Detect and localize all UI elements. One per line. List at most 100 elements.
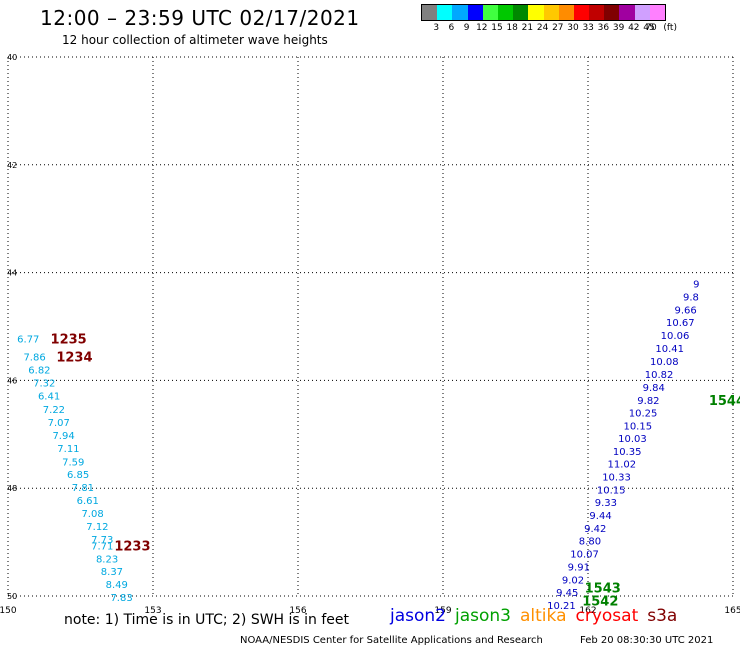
mission-name: jason3: [455, 606, 511, 626]
pass-time-label: 1542: [582, 594, 618, 609]
legend-label: 36: [597, 23, 610, 33]
legend-label: 6: [448, 23, 455, 33]
color-scale-legend: 3 6 9 12 15 18 21 24 27 30 33 36 39 42 45 70 (ft): [421, 4, 677, 35]
wave-height-value: 9.91: [568, 562, 590, 573]
wave-height-value: 10.21: [547, 601, 576, 612]
wave-height-value: 6.41: [38, 391, 60, 402]
legend-swatch: [467, 5, 483, 20]
wave-height-value: 6.61: [77, 496, 99, 507]
legend-swatch: [604, 5, 620, 20]
legend-label: 42: [628, 23, 640, 33]
wave-height-value: 11.02: [608, 459, 637, 470]
wave-height-value: 8.23: [96, 554, 118, 565]
pass-time-label: 1543: [585, 581, 621, 596]
wave-height-value: 9.33: [595, 498, 617, 509]
wave-height-value: 7.86: [23, 353, 45, 364]
wave-height-value: 8.80: [579, 536, 601, 547]
legend-swatch-row: [421, 4, 666, 21]
wave-height-value: 7.81: [72, 483, 94, 494]
wave-height-value: 10.82: [645, 370, 674, 381]
wave-height-value: 7.32: [33, 379, 55, 390]
legend-label: 3: [433, 23, 440, 33]
legend-label: 24: [536, 23, 549, 33]
wave-height-value: 10.07: [570, 549, 599, 560]
longitude-tick-label: 165: [724, 606, 740, 616]
wave-height-value: 7.07: [48, 418, 70, 429]
longitude-tick-label: 159: [434, 606, 451, 616]
pass-time-label: 1234: [56, 351, 92, 366]
wave-height-value: 10.25: [629, 409, 658, 420]
wave-height-value: 9.82: [637, 396, 659, 407]
mission-legend: jason2 jason3 altika cryosat s3a: [390, 606, 686, 626]
latitude-tick-label: 44: [7, 269, 17, 278]
latitude-tick-label: 40: [7, 53, 17, 62]
wave-height-value: 9.45: [556, 588, 578, 599]
wave-height-value: 7.83: [110, 593, 132, 604]
latitude-tick-label: 50: [7, 592, 17, 601]
legend-label: 27: [552, 23, 564, 33]
longitude-tick-label: 153: [144, 606, 161, 616]
legend-swatch: [422, 5, 438, 20]
wave-height-value: 9.02: [562, 575, 584, 586]
wave-height-value: 10.06: [661, 331, 690, 342]
legend-swatch: [589, 5, 605, 20]
longitude-tick-label: 150: [0, 606, 17, 616]
footer-note: note: 1) Time is in UTC; 2) SWH is in fe…: [64, 612, 350, 628]
wave-height-value: 10.41: [655, 344, 684, 355]
wave-height-value: 9.8: [683, 292, 699, 303]
mission-name: s3a: [647, 606, 678, 626]
wave-height-value: 10.03: [618, 434, 647, 445]
legend-label: 12: [476, 23, 488, 33]
wave-height-value: 9.42: [584, 524, 606, 535]
wave-height-value: 8.37: [101, 567, 123, 578]
legend-label: 9: [463, 23, 470, 33]
legend-swatch: [649, 5, 665, 20]
legend-label-row: 3 6 9 12 15 18 21 24 27 30 33 36 39 42 45 70 (ft): [421, 21, 677, 35]
legend-swatch: [437, 5, 453, 20]
wave-height-value: 10.33: [602, 472, 631, 483]
chart-subtitle: 12 hour collection of altimeter wave hei…: [62, 33, 328, 47]
wave-height-value: 6.82: [28, 366, 50, 377]
wave-height-value: 7.94: [52, 431, 74, 442]
pass-time-label: 1235: [51, 332, 87, 347]
pass-time-label: 1233: [114, 539, 150, 554]
latitude-tick-label: 42: [7, 161, 17, 170]
chart-title: 12:00 – 23:59 UTC 02/17/2021: [40, 6, 360, 30]
wave-height-value: 10.35: [613, 447, 642, 458]
legend-label: 33: [582, 23, 594, 33]
wave-height-value: 10.15: [623, 422, 652, 433]
mission-name: cryosat: [575, 606, 639, 626]
wave-height-value: 10.67: [666, 318, 695, 329]
wave-height-value: 6.77: [17, 334, 39, 345]
longitude-tick-label: 156: [289, 606, 306, 616]
wave-height-value: 10.15: [597, 485, 626, 496]
mission-name: altika: [520, 606, 567, 626]
wave-height-value: 7.08: [81, 509, 103, 520]
wave-height-value: 8.49: [106, 580, 128, 591]
legend-swatch: [634, 5, 650, 20]
legend-label: 30: [567, 23, 579, 33]
pass-time-label: 1544: [709, 394, 740, 409]
wave-height-value: 10.08: [650, 357, 679, 368]
legend-swatch: [497, 5, 514, 20]
footer-credit: NOAA/NESDIS Center for Satellite Applica…: [240, 635, 543, 646]
legend-swatch: [482, 5, 498, 20]
latitude-tick-label: 46: [7, 376, 17, 385]
legend-swatch: [452, 5, 468, 20]
wave-height-value: 7.71: [91, 541, 113, 552]
wave-height-value: 7.59: [62, 457, 84, 468]
legend-label: 21: [521, 23, 534, 33]
wave-height-value: 7.22: [43, 405, 65, 416]
wave-height-value: 9.84: [643, 383, 665, 394]
legend-swatch: [558, 5, 574, 20]
legend-swatch: [619, 5, 635, 20]
legend-unit: (ft): [663, 23, 677, 33]
wave-height-value: 7.12: [86, 522, 108, 533]
wave-height-value: 6.85: [67, 470, 89, 481]
wave-height-value: 7.73: [91, 535, 113, 546]
wave-height-value: 7.11: [57, 444, 79, 455]
latitude-tick-label: 48: [7, 484, 17, 493]
legend-label: 70: [645, 23, 657, 33]
wave-height-value: 9: [693, 279, 699, 290]
